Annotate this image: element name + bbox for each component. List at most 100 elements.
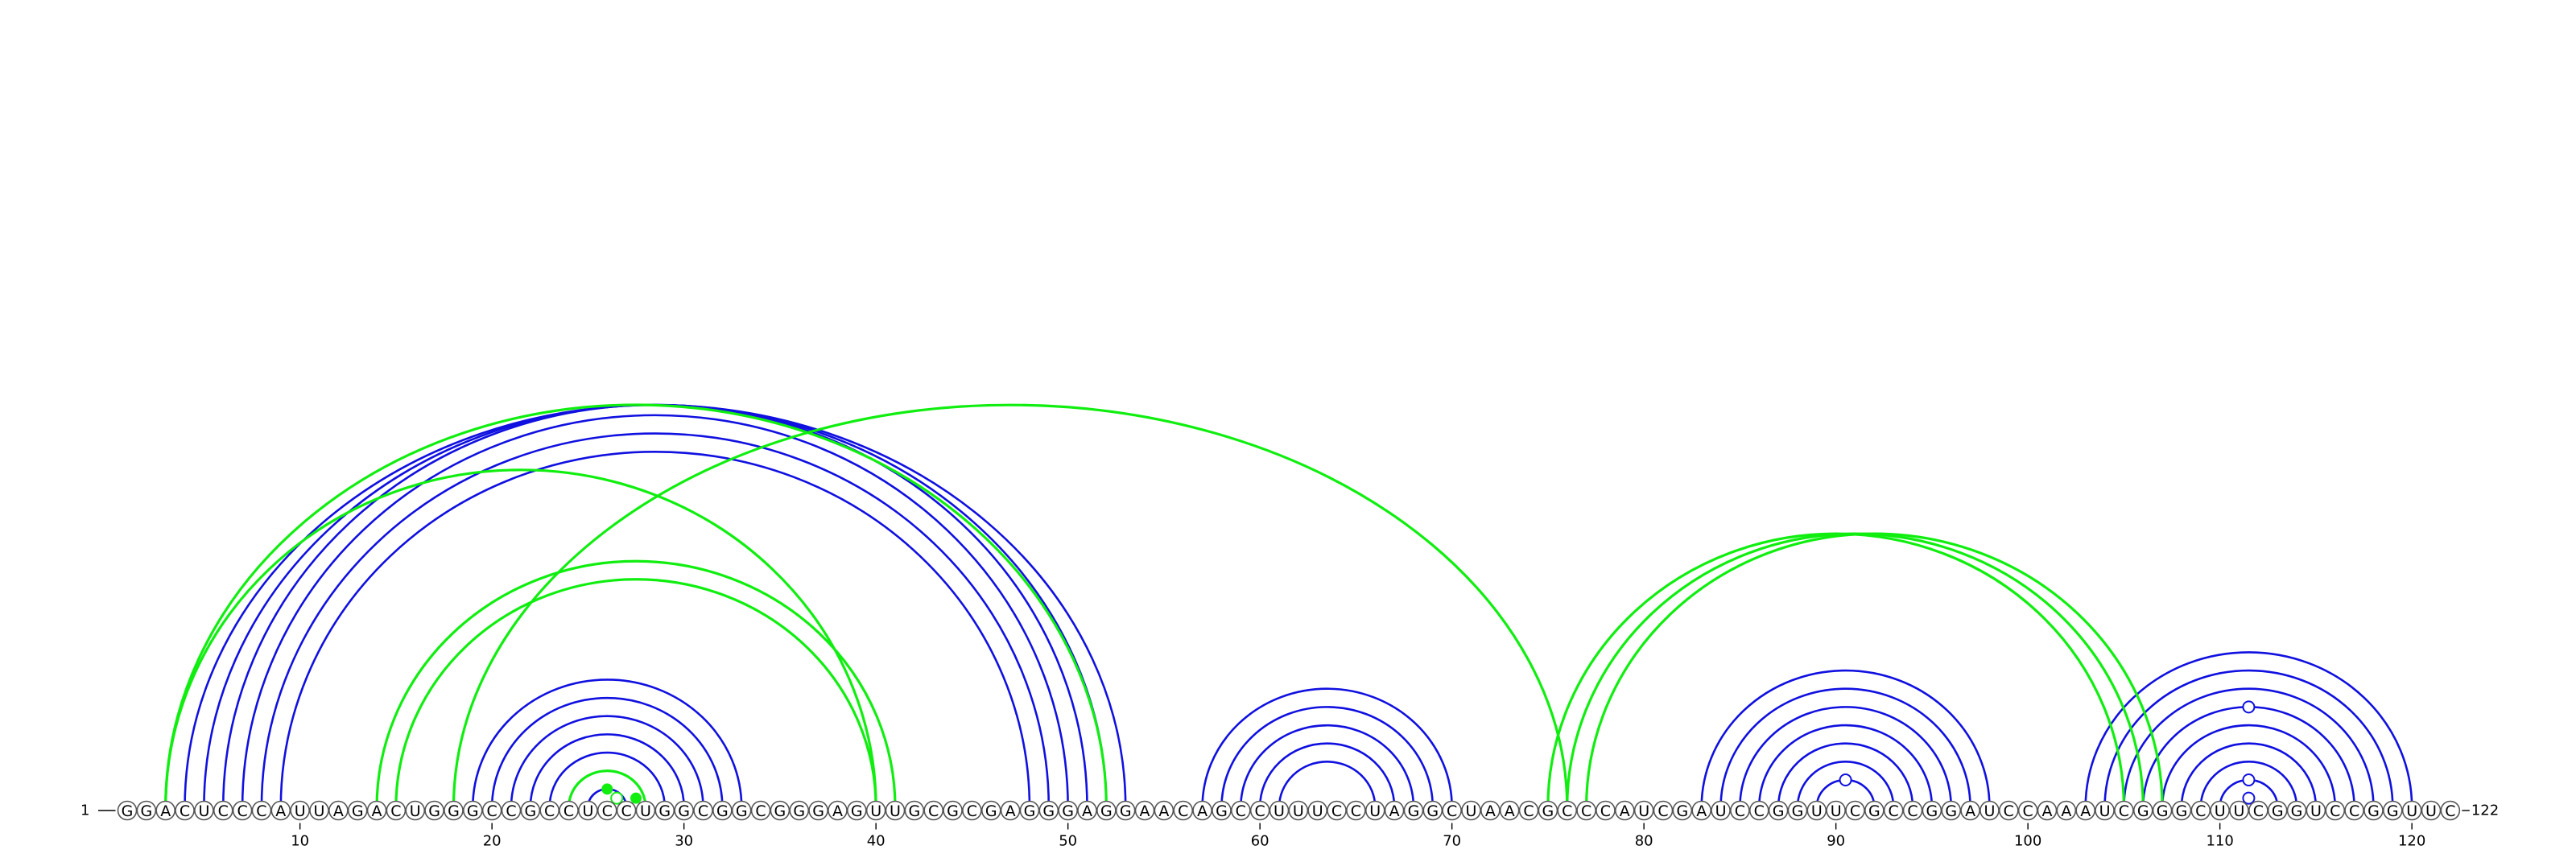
nucleotide-letter: U (198, 802, 209, 820)
tick-label-110: 110 (2206, 833, 2233, 850)
nucleotide-letter: C (506, 802, 516, 820)
nucleotide-106: G (2132, 800, 2153, 821)
nucleotide-letter: G (1926, 802, 1938, 820)
nucleotide-letter: A (1158, 802, 1169, 820)
nucleotide-circle (1576, 800, 1596, 821)
nucleotide-94: C (1902, 800, 1923, 821)
nucleotide-letter: G (812, 802, 824, 820)
base-pair-arc-58-69 (1220, 706, 1435, 808)
nucleotide-circle (2306, 800, 2326, 821)
nucleotide-108: G (2171, 800, 2192, 821)
base-pair-arc-60-67 (1258, 742, 1396, 808)
nucleotide-circle (865, 800, 886, 821)
arc-marker-1 (610, 791, 624, 805)
nucleotide-8: C (251, 800, 272, 821)
base-pair-arc-85-96 (1739, 706, 1953, 808)
nucleotide-61: U (1269, 800, 1290, 821)
nucleotide-circle (1748, 800, 1769, 821)
nucleotide-circle (194, 800, 214, 821)
nucleotide-114: G (2286, 800, 2307, 821)
nucleotide-42: G (904, 800, 925, 821)
nucleotide-circle (1422, 800, 1443, 821)
nucleotide-letter: U (2425, 802, 2437, 820)
nucleotide-letter: U (2234, 802, 2245, 820)
nucleotide-letter: U (1638, 802, 1649, 820)
nucleotide-letter: A (1485, 802, 1496, 820)
nucleotide-letter: C (928, 802, 939, 820)
nucleotide-letter: G (947, 802, 959, 820)
nucleotide-letter: G (2387, 802, 2399, 820)
nucleotide-circle (1826, 800, 1846, 821)
nucleotide-circle (962, 800, 982, 821)
nucleotide-circle (828, 800, 848, 821)
nucleotide-3: A (155, 800, 175, 821)
nucleotide-20: C (481, 800, 502, 821)
nucleotide-circle (1269, 800, 1290, 821)
nucleotide-circle (2095, 800, 2115, 821)
nucleotide-letter: G (122, 802, 134, 820)
nucleotide-30: G (674, 800, 694, 821)
nucleotide-circle (175, 800, 195, 821)
nucleotide-circle (559, 800, 579, 821)
nucleotide-letter: G (1773, 802, 1785, 820)
nucleotide-circle (1480, 800, 1501, 821)
nucleotide-69: G (1422, 800, 1443, 821)
nucleotide-letter: C (2349, 802, 2359, 820)
nucleotide-circle (1960, 800, 1980, 821)
nucleotide-40: U (865, 800, 886, 821)
nucleotide-letter: G (140, 802, 152, 820)
nucleotide-circle (2037, 800, 2058, 821)
nucleotide-13: G (347, 800, 368, 821)
nucleotide-1: G (117, 800, 138, 821)
nucleotide-letter: G (1042, 802, 1055, 820)
nucleotide-circle (1403, 800, 1424, 821)
nucleotide-letter: C (1889, 802, 1899, 820)
nucleotide-letter: A (1005, 802, 1016, 820)
nucleotide-49: G (1038, 800, 1059, 821)
nucleotide-circle (712, 800, 733, 821)
nucleotide-85: C (1730, 800, 1750, 821)
nucleotide-letter: C (256, 802, 266, 820)
nucleotide-86: C (1748, 800, 1769, 821)
nucleotide-letter: C (1351, 802, 1361, 820)
markers-layer (601, 700, 2256, 805)
nucleotide-circle (693, 800, 713, 821)
nucleotide-circle (1364, 800, 1385, 821)
nucleotide-91: C (1845, 800, 1865, 821)
nucleotide-circle (2344, 800, 2364, 821)
nucleotide-letter: G (1100, 802, 1113, 820)
nucleotide-81: C (1653, 800, 1674, 821)
nucleotide-letter: C (1255, 802, 1265, 820)
nucleotide-76: C (1557, 800, 1578, 821)
nucleotide-79: A (1615, 800, 1635, 821)
nucleotide-19: G (462, 800, 483, 821)
tick-label-90: 90 (1827, 833, 1845, 850)
nucleotide-circle (2248, 800, 2268, 821)
nucleotide-letter: C (1331, 802, 1342, 820)
nucleotide-letter: U (1984, 802, 1995, 820)
arcs-layer (164, 403, 2413, 808)
nucleotide-letter: A (160, 802, 171, 820)
nucleotide-circle (1557, 800, 1578, 821)
nucleotide-67: A (1384, 800, 1405, 821)
nucleotide-letter: U (314, 802, 325, 820)
nucleotide-circle (1653, 800, 1674, 821)
base-pair-arc-84-97 (1719, 687, 1971, 808)
nucleotide-circle (444, 800, 464, 821)
nucleotide-circle (1461, 800, 1481, 821)
nucleotide-27: C (616, 800, 637, 821)
nucleotide-111: U (2229, 800, 2249, 821)
nucleotide-letter: C (1178, 802, 1188, 820)
tick-label-70: 70 (1443, 833, 1461, 850)
nucleotide-letter: C (1907, 802, 1918, 820)
nucleotide-letter: C (698, 802, 708, 820)
nucleotide-letter: C (1850, 802, 1860, 820)
nucleotide-letter: U (890, 802, 901, 820)
base-pair-arc-23-29 (548, 751, 667, 808)
base-pair-arc-108-115 (2180, 742, 2318, 808)
nucleotide-letter: C (1236, 802, 1246, 820)
nucleotide-circle (789, 800, 810, 821)
nucleotide-letter: G (1945, 802, 1957, 820)
nucleotide-52: G (1096, 800, 1117, 821)
nucleotide-4: C (175, 800, 195, 821)
